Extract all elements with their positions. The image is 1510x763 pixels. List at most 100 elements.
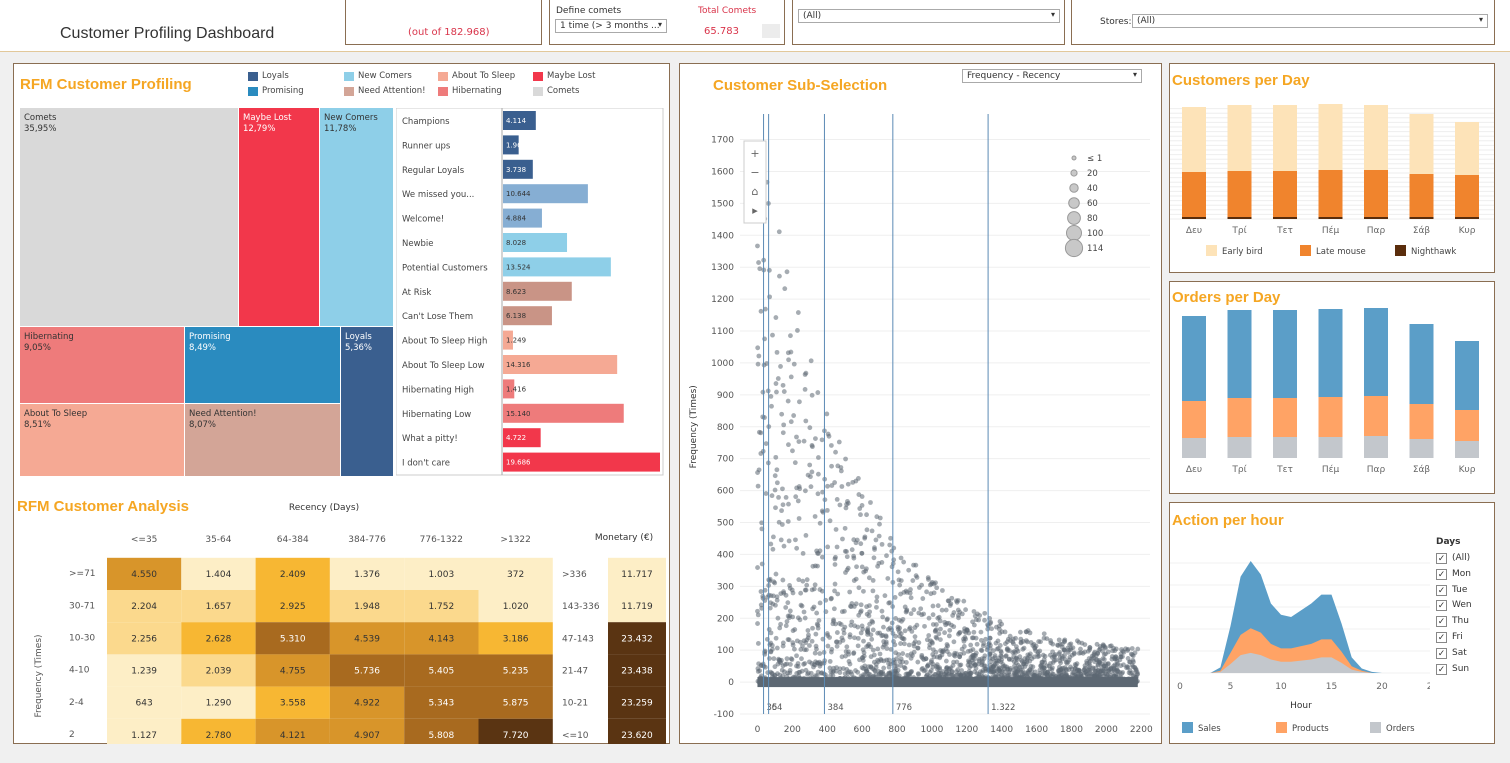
zoom-control-icon[interactable]: ⌂	[752, 185, 759, 198]
scatter-point	[1033, 643, 1039, 649]
scatter-point	[885, 576, 891, 581]
define-comets-select[interactable]: 1 time (> 3 months ... ▾	[555, 19, 667, 33]
heatmap-cell-value: 5.875	[503, 699, 529, 709]
scatter-point	[1130, 664, 1136, 670]
scatter-point	[939, 607, 945, 613]
scatter-point	[832, 556, 838, 562]
scatter-point	[889, 620, 895, 626]
scatter-point	[952, 650, 958, 656]
scatter-point	[757, 266, 763, 272]
scatter-point	[898, 578, 904, 583]
scatter-point	[796, 516, 802, 521]
scatter-point	[1030, 672, 1035, 678]
scatter-point	[768, 394, 774, 399]
scatter-point	[859, 494, 865, 499]
scatter-point	[1086, 656, 1092, 661]
scatter-point	[1114, 662, 1120, 668]
scatter-reference-label: 35	[767, 703, 778, 713]
scatter-point	[784, 661, 790, 667]
scatter-point	[797, 399, 802, 405]
scatter-point	[885, 616, 890, 622]
scatter-point	[990, 664, 996, 670]
scatter-point	[755, 565, 760, 570]
checkbox-icon[interactable]: ✓	[1436, 584, 1447, 596]
scatter-y-tick: 0	[728, 678, 734, 688]
scatter-point	[828, 649, 834, 655]
scatter-point	[1027, 651, 1033, 657]
scatter-point	[1104, 671, 1110, 677]
scatter-point	[970, 619, 975, 625]
scatter-point	[1065, 650, 1071, 655]
zoom-control-icon[interactable]: −	[750, 166, 759, 179]
scatter-point	[987, 635, 993, 641]
scatter-point	[884, 657, 890, 663]
scatter-point	[789, 657, 795, 662]
scatter-point	[886, 664, 892, 670]
checkbox-icon[interactable]: ✓	[1436, 632, 1447, 643]
checkbox-icon[interactable]: ✓	[1436, 568, 1447, 580]
bar-mark	[503, 184, 588, 204]
scatter-point	[892, 595, 898, 600]
hour-tick-label: 0	[1177, 682, 1183, 692]
treemap-cell: Need Attention! 8,07%	[185, 404, 340, 476]
stacked-bar-segment	[1409, 404, 1434, 439]
scatter-point	[901, 664, 907, 670]
scatter-point	[819, 437, 825, 443]
scatter-point	[869, 636, 875, 642]
scatter-point	[880, 614, 886, 620]
scatter-x-tick: 200	[784, 725, 801, 735]
stores-select[interactable]: (All) ▾	[1132, 14, 1488, 28]
sub-selection-dropdown[interactable]: Frequency - Recency ▾	[962, 69, 1142, 83]
heatmap-cell-value: 5.736	[354, 667, 380, 677]
scatter-point	[892, 663, 898, 669]
scatter-point	[803, 587, 809, 593]
stacked-bar-segment	[1227, 398, 1252, 437]
zoom-control-icon[interactable]: ▸	[752, 204, 758, 217]
heatmap-cell-value: 2.204	[131, 602, 157, 612]
checkbox-icon[interactable]: ✓	[1436, 663, 1447, 675]
checkbox-icon[interactable]: ✓	[1436, 600, 1447, 612]
heatmap-cell	[478, 622, 553, 655]
legend-swatch	[344, 72, 354, 81]
sub-selection-title: Customer Sub-Selection	[713, 77, 888, 94]
scatter-point	[977, 613, 983, 618]
legend-label: Hibernating	[452, 86, 502, 96]
scatter-point	[860, 626, 866, 632]
scatter-point	[842, 525, 848, 531]
zoom-controls[interactable]	[743, 140, 767, 224]
zoom-control-icon[interactable]: +	[750, 147, 759, 160]
heatmap-row-label: 30-71	[69, 601, 95, 611]
scatter-point	[987, 655, 993, 661]
scatter-point	[792, 460, 798, 466]
scatter-point	[839, 609, 845, 615]
scatter-point	[968, 642, 974, 648]
stacked-bar-segment	[1318, 217, 1343, 219]
scatter-point	[783, 623, 789, 629]
checkbox-icon[interactable]: ✓	[1436, 616, 1447, 628]
monetary-cell-value: 23.438	[621, 667, 653, 677]
scatter-point	[847, 589, 853, 595]
scatter-point	[1013, 635, 1018, 641]
scatter-point	[773, 571, 779, 577]
scatter-point	[915, 645, 921, 651]
scatter-point	[926, 577, 931, 582]
monetary-row-label: 21-47	[562, 667, 588, 677]
scatter-point	[1082, 663, 1088, 669]
bar-mark	[503, 379, 515, 399]
bar-category-label: At Risk	[402, 288, 431, 298]
scatter-point	[841, 630, 847, 636]
scatter-point	[799, 603, 805, 609]
filter1-select[interactable]: (All) ▾	[798, 9, 1060, 23]
rfm-heatmap: Recency (Days) <=35 35-64 64-384 384-776 776-…	[34, 503, 666, 744]
scatter-point	[857, 506, 863, 511]
treemap-cell: Loyals 5,36%	[341, 327, 393, 476]
scatter-point	[807, 462, 813, 468]
scatter-point	[926, 633, 932, 638]
checkbox-icon[interactable]: ✓	[1436, 553, 1447, 564]
scatter-point	[861, 569, 867, 575]
scatter-point	[858, 512, 863, 518]
stacked-bar-segment	[1318, 104, 1343, 170]
checkbox-icon[interactable]: ✓	[1436, 647, 1447, 659]
scatter-point	[914, 622, 920, 628]
scatter-point	[788, 349, 794, 355]
